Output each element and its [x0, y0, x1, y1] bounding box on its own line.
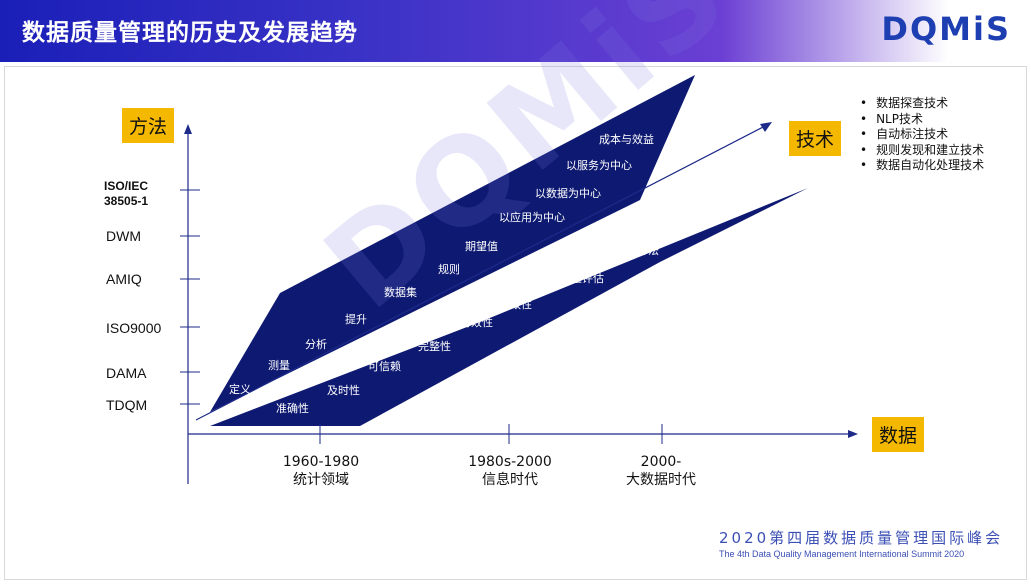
- upper-band-label: 分析: [305, 338, 327, 351]
- upper-band-label: 测量: [268, 359, 290, 372]
- upper-band-label: 以数据为中心: [535, 187, 601, 200]
- x-tick-label: 2000- 大数据时代: [616, 453, 706, 489]
- upper-band-label: 提升: [345, 313, 367, 326]
- y-tick-label: ISO9000: [106, 320, 162, 336]
- tech-arrow-head: [760, 122, 772, 132]
- x-tick-year: 2000-: [640, 454, 682, 470]
- header-banner: 数据质量管理的历史及发展趋势 DQMiS: [0, 0, 1031, 62]
- upper-band: [210, 75, 695, 412]
- lower-band-label: 维度度量方法: [593, 244, 659, 257]
- slide-frame: [4, 66, 1027, 580]
- tech-list-item: 数据探查技术: [860, 96, 984, 112]
- lower-band-label: 有效性: [460, 316, 493, 329]
- x-axis-arrow: [848, 430, 858, 438]
- y-tick-label: DAMA: [106, 365, 147, 381]
- tech-list-item: 数据自动化处理技术: [860, 158, 984, 174]
- x-axis-label-box: 数据: [872, 417, 925, 452]
- upper-band-label: 以服务为中心: [566, 159, 632, 172]
- lower-band-label: 一致性: [499, 298, 532, 311]
- lower-band-label: 及时性: [327, 384, 360, 397]
- lower-band-label: 数据质量评估: [538, 272, 604, 285]
- page-title: 数据质量管理的历史及发展趋势: [22, 20, 358, 46]
- y-tick-label: DWM: [106, 228, 141, 244]
- y-tick-label: AMIQ: [106, 271, 142, 287]
- lower-band-label: 可信赖: [368, 360, 401, 373]
- x-tick-label: 1960-1980 统计领域: [276, 453, 366, 489]
- upper-band-label: 规则: [438, 263, 460, 276]
- footer-title-cn: 2020第四届数据质量管理国际峰会: [719, 529, 1004, 547]
- dqmis-logo: DQMiS: [881, 10, 1011, 48]
- tech-axis-label-box: 技术: [789, 121, 842, 156]
- upper-band-label: 定义: [229, 383, 251, 396]
- upper-band-label: 数据集: [384, 286, 417, 299]
- tech-arrow-line: [195, 125, 766, 421]
- upper-band-label: 成本与效益: [599, 133, 654, 146]
- x-tick-year: 1980s-2000: [468, 454, 552, 470]
- lower-band-label: 准确性: [276, 402, 309, 415]
- x-tick-era: 大数据时代: [626, 472, 696, 488]
- x-tick-year: 1960-1980: [282, 454, 360, 470]
- tech-list-item: 规则发现和建立技术: [860, 143, 984, 159]
- tech-list: 数据探查技术 NLP技术 自动标注技术 规则发现和建立技术 数据自动化处理技术: [860, 96, 984, 174]
- tech-list-item: 自动标注技术: [860, 127, 984, 143]
- x-tick-era: 统计领域: [293, 472, 349, 488]
- x-tick-label: 1980s-2000 信息时代: [462, 453, 558, 489]
- tech-list-item: NLP技术: [860, 112, 984, 128]
- y-axis-label-box: 方法: [122, 108, 175, 143]
- footer-title-en: The 4th Data Quality Management Internat…: [719, 549, 965, 559]
- x-tick-era: 信息时代: [482, 472, 538, 488]
- y-tick-label: ISO/IEC 38505-1: [104, 179, 149, 208]
- y-axis-arrow: [184, 124, 192, 134]
- lower-band-label: 完整性: [418, 340, 451, 353]
- upper-band-label: 期望值: [465, 240, 498, 253]
- y-tick-label: TDQM: [106, 397, 148, 413]
- upper-band-label: 以应用为中心: [499, 211, 565, 224]
